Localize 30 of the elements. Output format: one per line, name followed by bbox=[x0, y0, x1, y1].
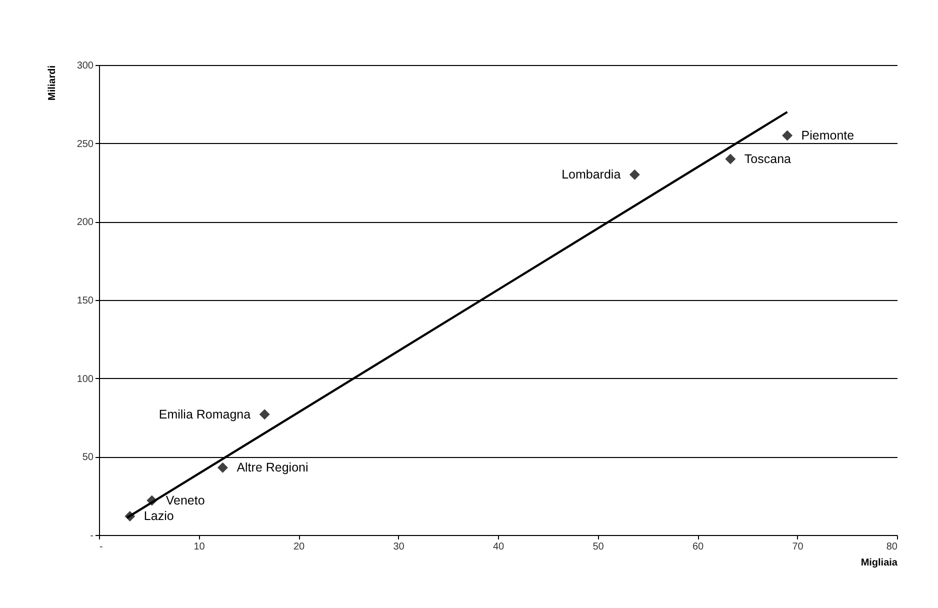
point bbox=[217, 462, 228, 473]
y-tick-label: 100 bbox=[76, 374, 94, 385]
point bbox=[259, 409, 270, 420]
annotation: Toscana bbox=[744, 152, 792, 166]
y-axis-title: Miliardi bbox=[46, 65, 58, 101]
annotation: Lazio bbox=[144, 509, 174, 524]
point bbox=[725, 154, 736, 164]
annotation: Altre Regioni bbox=[236, 460, 308, 475]
y-tick-label: 50 bbox=[82, 452, 94, 464]
annotation: Veneto bbox=[166, 494, 205, 508]
y-tick-label: 250 bbox=[76, 138, 94, 150]
point bbox=[782, 130, 793, 141]
x-tick-label: 20 bbox=[293, 542, 305, 552]
y-tick-label: - bbox=[90, 530, 94, 542]
x-tick-label: - bbox=[100, 542, 103, 552]
y-tick-label: 200 bbox=[76, 217, 94, 228]
annotation: Lombardia bbox=[562, 168, 621, 182]
y-tick-label: 300 bbox=[76, 60, 94, 72]
x-tick-label: 80 bbox=[886, 542, 898, 552]
x-tick-label: 40 bbox=[492, 542, 504, 552]
x-tick-label: 70 bbox=[792, 542, 804, 552]
x-tick-label: 60 bbox=[692, 542, 704, 552]
annotation: Emilia Romagna bbox=[158, 407, 251, 422]
point bbox=[629, 169, 640, 180]
annotation: Piemonte bbox=[801, 128, 854, 142]
x-tick-label: 30 bbox=[393, 542, 405, 552]
y-tick-label: 150 bbox=[76, 296, 94, 306]
x-tick-label: 50 bbox=[592, 542, 604, 552]
x-axis-title: Migliaia bbox=[860, 558, 898, 568]
x-tick-label: 10 bbox=[194, 542, 206, 552]
